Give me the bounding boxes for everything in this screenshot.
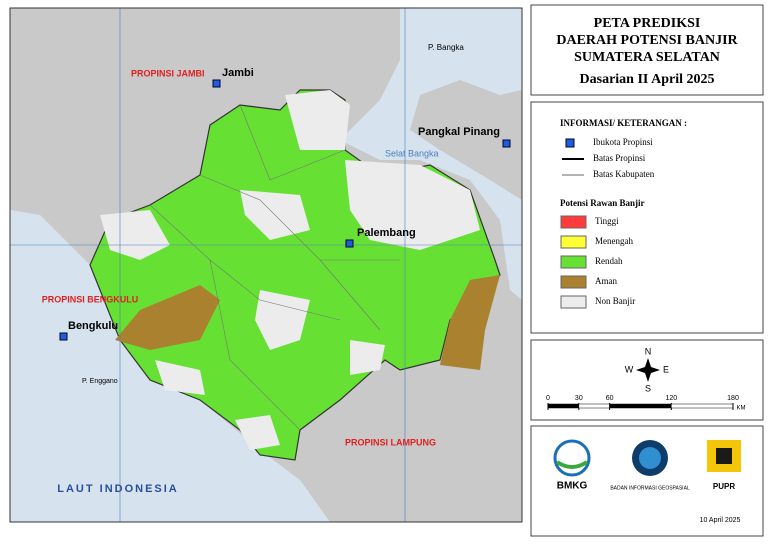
legend-swatch <box>560 275 587 289</box>
map-label: LAUT INDONESIA <box>57 483 179 495</box>
bangka-island <box>410 80 522 200</box>
scale-label: 60 <box>606 395 614 402</box>
scale-segment <box>671 403 734 409</box>
map-label: PROPINSI JAMBI <box>131 68 205 78</box>
panel-content: PETA PREDIKSI DAERAH POTENSI BANJIR SUMATE… <box>546 16 745 524</box>
scale-segment <box>578 403 610 409</box>
scale-label: 30 <box>575 395 583 402</box>
bmkg-logo <box>553 439 591 477</box>
scale-label: 0 <box>546 395 550 402</box>
aman-area <box>440 275 500 370</box>
map-label: Selat Bangka <box>385 148 439 158</box>
title-line: SUMATERA SELATAN <box>574 50 720 65</box>
scale-unit: KM <box>737 406 746 412</box>
scale-segment <box>547 403 580 409</box>
compass-letter: W <box>625 364 634 374</box>
big-logo <box>639 447 661 469</box>
map-label: PROPINSI LAMPUNG <box>345 437 436 447</box>
district-borders <box>149 104 400 431</box>
scale-label: 120 <box>665 395 677 402</box>
map-label: PROPINSI BENGKULU <box>42 294 139 304</box>
scale-segment <box>609 403 672 409</box>
legend-symbol <box>565 138 575 148</box>
non-banjir-area <box>345 160 480 250</box>
legend-swatch <box>560 295 587 309</box>
capital-marker <box>59 332 68 341</box>
non-banjir-area <box>235 415 280 450</box>
legend-swatch <box>560 255 587 269</box>
capital-marker <box>212 79 221 88</box>
legend-label: Batas Kabupaten <box>593 169 655 179</box>
non-banjir-area <box>350 340 385 375</box>
non-banjir-area <box>285 90 350 150</box>
map-label: P. Bangka <box>428 43 464 52</box>
title-line: PETA PREDIKSI <box>594 16 701 31</box>
map-date: 10 April 2025 <box>700 517 741 524</box>
map-label: Pangkal Pinang <box>418 126 500 138</box>
legend-heading: INFORMASI/ KETERANGAN : <box>560 118 687 128</box>
capital-marker <box>345 239 354 248</box>
bmkg-logo <box>555 460 589 469</box>
compass-letter: E <box>663 364 669 374</box>
map-label: Bengkulu <box>68 320 118 332</box>
legend-label: Tinggi <box>595 216 619 226</box>
legend-label: Ibukota Propinsi <box>593 137 653 147</box>
legend-label: Rendah <box>595 256 623 266</box>
map-frame <box>9 7 523 523</box>
aman-area <box>115 285 220 350</box>
compass-letter: N <box>645 346 652 356</box>
logo-label: PUPR <box>713 482 735 491</box>
legend-label: Menengah <box>595 236 633 246</box>
map-label: Jambi <box>222 67 254 79</box>
title-period: Dasarian II April 2025 <box>580 72 715 87</box>
legend-label: Batas Propinsi <box>593 153 646 163</box>
title-line: DAERAH POTENSI BANJIR <box>556 33 738 48</box>
non-banjir-area <box>255 290 310 350</box>
logo-label: BMKG <box>557 481 588 492</box>
non-banjir-area <box>100 210 170 260</box>
scale-label: 180 <box>727 395 739 402</box>
map-labels: PROPINSI JAMBI Jambi P. Bangka Pangkal Pina… <box>42 43 500 495</box>
legend-label: Aman <box>595 276 617 286</box>
pupr-logo <box>716 448 732 464</box>
compass-letter: S <box>645 383 651 393</box>
non-banjir-area <box>155 360 205 395</box>
map-label: Palembang <box>357 227 416 239</box>
title-box <box>530 4 764 96</box>
map-label: P. Enggano <box>82 378 118 385</box>
legend-label: Non Banjir <box>595 296 635 306</box>
compass-needle <box>636 366 660 374</box>
legend-swatch <box>560 215 587 229</box>
legend-swatch <box>560 235 587 249</box>
legend-class-heading: Potensi Rawan Banjir <box>560 198 645 208</box>
logo-label: BADAN INFORMASI GEOSPASIAL <box>610 485 690 491</box>
capital-marker <box>502 139 511 148</box>
